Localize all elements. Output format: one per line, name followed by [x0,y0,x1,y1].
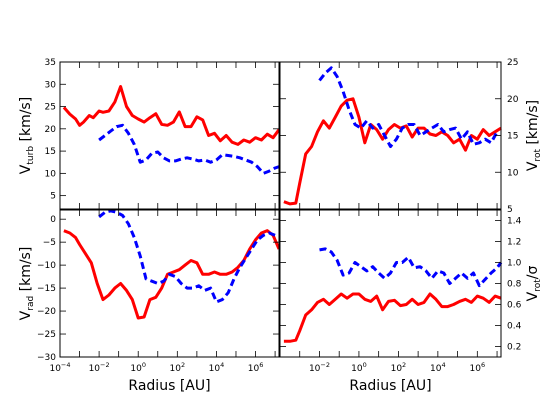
x-tick-label: 104 [209,361,225,374]
panel-top-right: 5 10 15 20 25 Vrot [km/s] [279,58,543,215]
bottom-right-frame [279,209,502,358]
x-tick-label: 10−2 [89,361,110,374]
x-tick-label: 106 [470,361,486,374]
x-tick-label: 102 [170,361,186,374]
panel-bottom-right: 10−2 100 102 104 106 0.2 0.4 0.6 0.8 1.0 1.2 1.4 Vro… [279,209,543,394]
bottom-right-x-axis-label: Radius [AU] [349,378,431,394]
y-tick-label: 5 [507,205,513,215]
x-tick-label: 10−2 [309,361,330,374]
y-tick-label: 0.6 [507,301,522,311]
y-tick-label: 20 [45,125,57,135]
y-tick-label: 35 [45,58,56,68]
top-right-y-axis-label: Vrot [km/s] [525,100,543,171]
y-tick-label: 1.0 [507,259,522,269]
top-left-y-axis-label: Vturb [km/s] [18,97,36,174]
bottom-left-y-axis-label: Vrad [km/s] [18,247,36,321]
y-tick-label: −5 [43,238,56,248]
panel-top-left: 5 10 15 20 25 30 35 Vturb [km/s] [18,58,281,210]
y-tick-label: −20 [37,307,56,317]
x-tick-label: 104 [430,361,446,374]
x-tick-label: 10−4 [49,361,70,374]
y-tick-label: 1.2 [507,238,521,248]
y-tick-label: 25 [507,58,518,68]
y-tick-label: 20 [507,95,519,105]
y-tick-label: 5 [50,192,56,202]
y-tick-label: 1.4 [507,217,522,227]
top-right-frame [279,61,502,210]
y-tick-label: −30 [37,353,56,363]
y-tick-label: 0.8 [507,280,522,290]
y-tick-label: −15 [37,284,56,294]
y-tick-label: 10 [507,168,519,178]
top-left-frame [59,61,280,210]
bottom-right-series-solid-red [283,292,502,343]
y-tick-label: 15 [507,132,518,142]
y-tick-label: 25 [45,103,56,113]
y-tick-label: −25 [37,330,56,340]
y-tick-label: 0.2 [507,343,521,353]
y-tick-label: 0.4 [507,322,522,332]
y-tick-label: 15 [45,147,56,157]
x-tick-label: 102 [391,361,407,374]
bottom-left-frame [59,209,280,358]
top-right-series-dashed-blue [318,66,499,148]
top-left-series-dashed-blue [98,123,280,175]
bottom-right-y-axis-label: Vrot/σ [525,266,543,302]
y-tick-label: −10 [37,261,56,271]
x-tick-label: 100 [130,361,146,374]
bottom-left-series-dashed-blue [98,209,276,304]
bottom-right-series-dashed-blue [319,247,503,288]
x-tick-label: 100 [351,361,367,374]
y-tick-label: 10 [45,169,57,179]
y-tick-label: 30 [45,80,57,90]
y-tick-label: 0 [50,215,56,225]
top-left-series-solid-red [62,85,281,146]
top-right-series-solid-red [283,97,502,206]
x-tick-label: 106 [248,361,264,374]
panel-bottom-left: 10−4 10−2 100 102 104 106 −30 −25 −20 −15 −10 −5 0 Vr… [18,209,281,394]
bottom-left-x-axis-label: Radius [AU] [128,378,210,394]
